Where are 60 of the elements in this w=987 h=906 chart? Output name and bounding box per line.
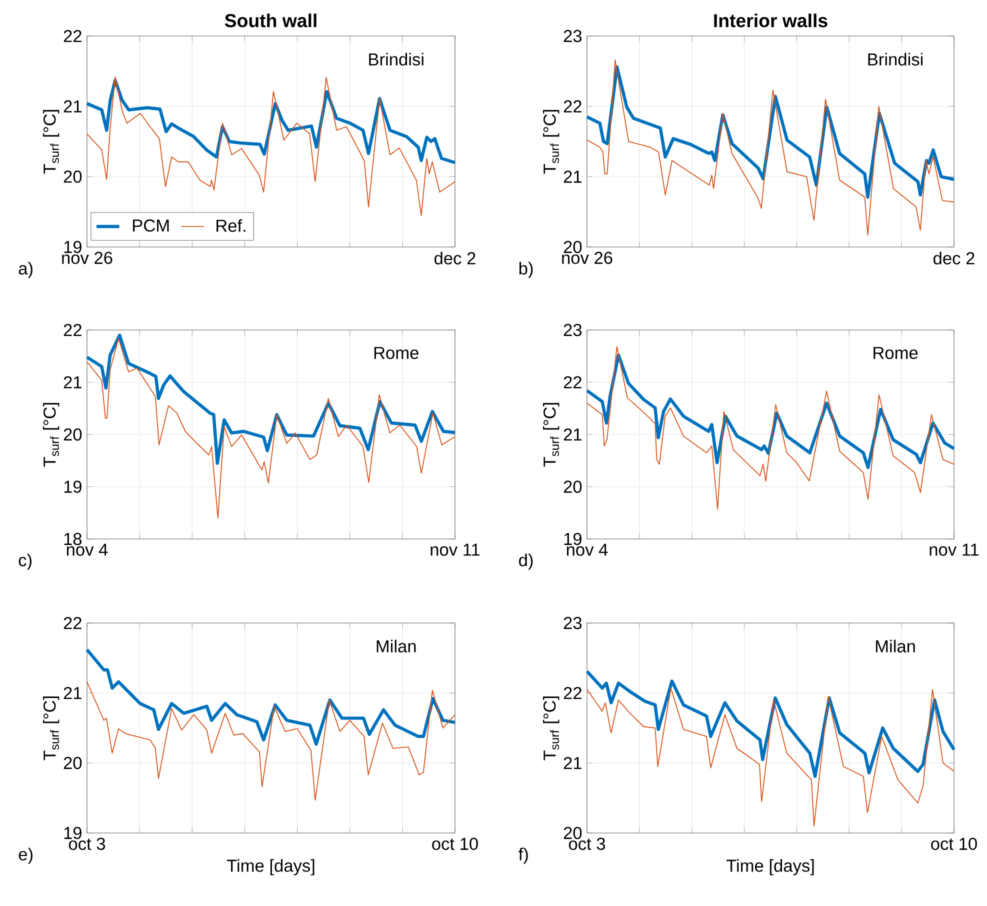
y-axis-title: T$_{surf}$ [°C] [43, 110, 60, 174]
y-tick-label: 18 [64, 532, 82, 546]
y-tick-label: 21 [564, 756, 582, 770]
y-tick-label: 22 [64, 324, 82, 336]
x-tick-label: dec 2 [934, 252, 974, 264]
y-tick-label: 21 [64, 100, 82, 112]
x-tick-label: oct 10 [432, 838, 478, 850]
y-axis-title: T$_{surf}$ [°C] [43, 696, 60, 760]
y-tick-label: 22 [564, 100, 582, 112]
y-tick-label: 20 [64, 170, 82, 183]
x-tick-label: nov 26 [62, 252, 112, 264]
y-tick-label: 20 [64, 428, 82, 441]
y-tick-label: 22 [64, 616, 82, 630]
y-axis-title: T$_{surf}$ [°C] [543, 696, 560, 760]
text: c) [18, 554, 32, 570]
text: f) [518, 848, 528, 864]
y-tick-label: 19 [64, 826, 82, 840]
annotation: Rome [374, 346, 418, 360]
annotation: Milan [876, 640, 915, 652]
text: a) [18, 262, 32, 278]
y-tick-label: 19 [564, 532, 582, 546]
text: b) [519, 262, 533, 278]
y-tick-label: 21 [64, 376, 82, 388]
annotation: Brindisi [369, 52, 424, 66]
x-tick-label: nov 26 [562, 252, 612, 264]
y-tick-label: 20 [64, 756, 82, 770]
x-tick-label: nov 11 [430, 544, 480, 556]
x-tick-label: oct 10 [931, 838, 977, 850]
y-tick-label: 21 [64, 686, 82, 700]
legend-label: Ref. [216, 219, 246, 232]
legend-label: PCM [133, 219, 169, 232]
y-tick-label: 19 [64, 480, 82, 493]
x-tick-label: oct 3 [568, 838, 606, 850]
y-tick-label: 21 [564, 170, 582, 183]
annotation: Rome [874, 346, 918, 360]
x-tick-label: nov 11 [930, 544, 979, 556]
y-tick-label: 21 [564, 428, 582, 441]
text: e) [18, 848, 32, 864]
y-tick-label: 20 [564, 826, 582, 840]
y-axis-title: T$_{surf}$ [°C] [543, 110, 560, 174]
y-tick-label: 19 [64, 240, 82, 254]
x-tick-label: oct 3 [68, 838, 106, 850]
y-tick-label: 23 [564, 616, 582, 630]
y-tick-label: 20 [564, 480, 582, 493]
x-tick-label: dec 2 [434, 252, 476, 264]
y-tick-label: 22 [564, 686, 582, 700]
y-tick-label: 22 [64, 30, 82, 42]
x-axis-title: Time [days] [226, 859, 314, 876]
y-axis-title: T$_{surf}$ [°C] [543, 403, 560, 467]
annotation: Milan [376, 640, 416, 652]
y-axis-title: T$_{surf}$ [°C] [43, 403, 60, 467]
chart-title: South wall [224, 14, 316, 28]
chart-title: Interior walls [714, 14, 828, 28]
y-tick-label: 23 [564, 324, 582, 336]
text: d) [519, 554, 533, 570]
y-tick-label: 20 [564, 240, 582, 254]
y-tick-label: 22 [564, 376, 582, 388]
x-axis-title: Time [days] [726, 859, 814, 876]
y-tick-label: 23 [564, 30, 582, 42]
annotation: Brindisi [868, 52, 923, 66]
